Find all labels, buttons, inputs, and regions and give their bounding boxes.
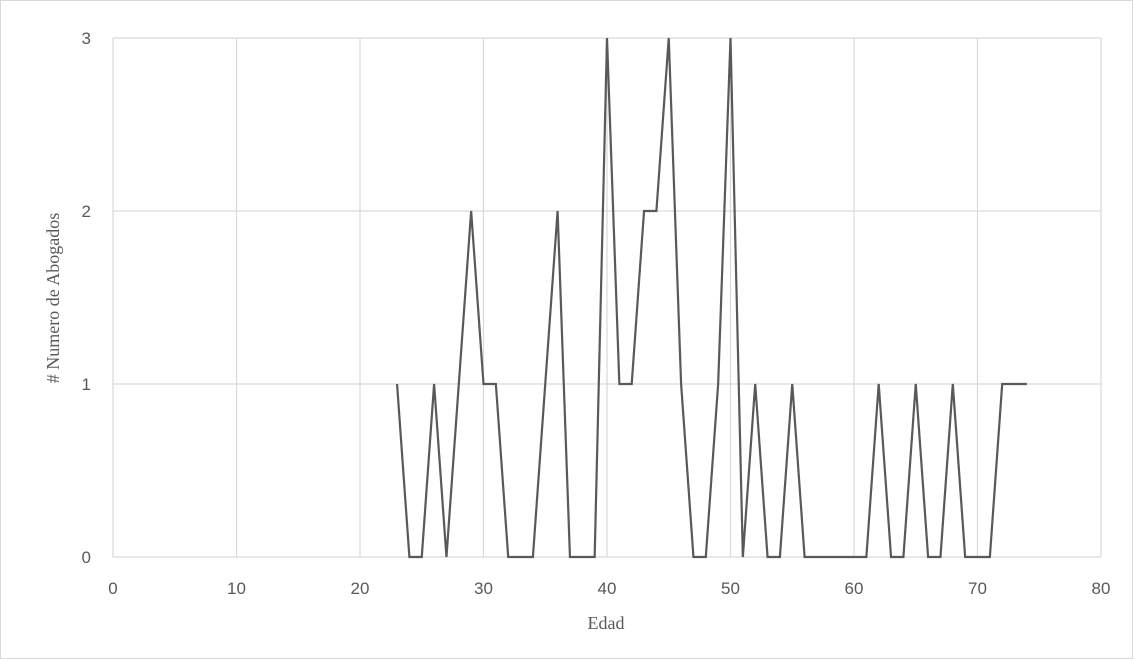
x-tick-label-70: 70 [968, 579, 987, 598]
y-tick-label-1: 1 [82, 375, 91, 394]
x-tick-label-30: 30 [474, 579, 493, 598]
x-tick-label-20: 20 [351, 579, 370, 598]
y-tick-label-2: 2 [82, 202, 91, 221]
y-tick-label-3: 3 [82, 29, 91, 48]
x-tick-label-40: 40 [598, 579, 617, 598]
x-tick-label-80: 80 [1092, 579, 1111, 598]
x-tick-label-10: 10 [227, 579, 246, 598]
vertical-gridlines [112, 38, 1102, 557]
x-tick-label-60: 60 [845, 579, 864, 598]
y-tick-label-0: 0 [82, 548, 91, 567]
x-tick-label-0: 0 [108, 579, 117, 598]
series-layer [395, 37, 1027, 559]
x-axis-title: Edad [588, 613, 625, 633]
y-axis-tick-labels: 0 1 2 3 [82, 29, 91, 567]
x-axis-tick-labels: 0 10 20 30 40 50 60 70 80 [108, 579, 1110, 598]
y-axis-title: # Numero de Abogados [43, 213, 63, 383]
series-line-0 [395, 37, 1027, 559]
x-tick-label-50: 50 [721, 579, 740, 598]
